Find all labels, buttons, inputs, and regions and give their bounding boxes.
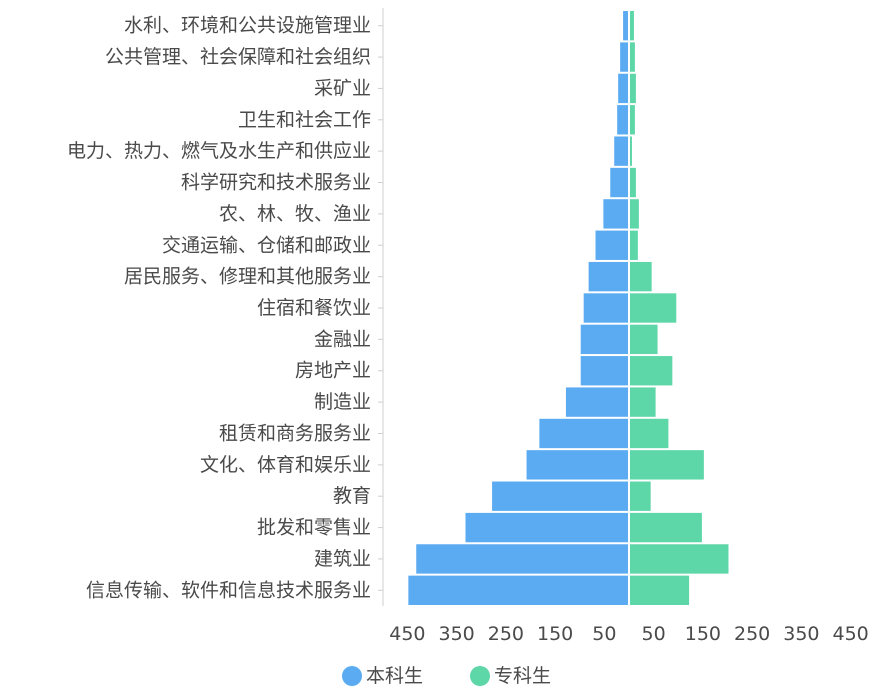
category-label-7: 交通运输、仓储和邮政业 — [162, 234, 371, 256]
bar-benke-18[interactable] — [408, 575, 629, 605]
bar-benke-15[interactable] — [492, 481, 629, 511]
bar-benke-11[interactable] — [580, 356, 629, 386]
bar-benke-8[interactable] — [588, 261, 629, 292]
bar-zhuanke-12[interactable] — [629, 387, 656, 417]
bar-benke-3[interactable] — [617, 105, 629, 135]
legend-marker-icon — [342, 666, 362, 686]
category-label-14: 文化、体育和娱乐业 — [200, 454, 371, 476]
bar-zhuanke-1[interactable] — [629, 42, 635, 72]
x-tick-label-4: 50 — [592, 623, 616, 645]
category-label-18: 信息传输、软件和信息技术服务业 — [86, 579, 371, 601]
bar-zhuanke-6[interactable] — [629, 199, 639, 229]
category-label-13: 租赁和商务服务业 — [219, 422, 371, 444]
bars-layer — [408, 10, 729, 606]
category-labels: 水利、环境和公共设施管理业公共管理、社会保障和社会组织采矿业卫生和社会工作电力、… — [67, 15, 383, 601]
legend-item-1[interactable]: 专科生 — [470, 665, 551, 687]
legend-marker-icon — [470, 666, 490, 686]
category-label-15: 教育 — [333, 485, 371, 507]
x-tick-label-3: 150 — [537, 623, 573, 645]
bar-zhuanke-3[interactable] — [629, 105, 635, 135]
category-label-10: 金融业 — [314, 328, 371, 350]
bar-zhuanke-2[interactable] — [629, 73, 636, 104]
category-label-0: 水利、环境和公共设施管理业 — [124, 15, 371, 37]
category-label-8: 居民服务、修理和其他服务业 — [124, 266, 371, 288]
bar-zhuanke-0[interactable] — [629, 11, 634, 41]
category-label-12: 制造业 — [314, 391, 371, 413]
legend-label: 专科生 — [494, 665, 551, 687]
bar-benke-17[interactable] — [416, 544, 629, 574]
x-tick-label-6: 150 — [685, 623, 721, 645]
bar-zhuanke-17[interactable] — [629, 544, 729, 574]
category-label-11: 房地产业 — [295, 360, 371, 382]
x-tick-label-5: 50 — [642, 623, 666, 645]
bar-benke-9[interactable] — [583, 293, 629, 323]
category-label-4: 电力、热力、燃气及水生产和供应业 — [67, 140, 371, 162]
bar-benke-14[interactable] — [526, 450, 629, 480]
bar-benke-7[interactable] — [595, 230, 629, 260]
bar-zhuanke-11[interactable] — [629, 356, 673, 386]
x-tick-label-2: 250 — [488, 623, 524, 645]
category-label-6: 农、林、牧、渔业 — [219, 203, 371, 225]
bar-zhuanke-5[interactable] — [629, 167, 636, 198]
bar-zhuanke-7[interactable] — [629, 230, 638, 260]
x-tick-label-1: 350 — [438, 623, 474, 645]
x-tick-label-7: 250 — [734, 623, 770, 645]
bar-benke-6[interactable] — [603, 199, 629, 229]
category-label-1: 公共管理、社会保障和社会组织 — [105, 46, 371, 68]
bar-benke-2[interactable] — [618, 73, 629, 104]
category-label-17: 建筑业 — [314, 548, 371, 570]
legend-label: 本科生 — [366, 665, 423, 687]
bar-benke-1[interactable] — [620, 42, 629, 72]
bar-benke-12[interactable] — [565, 387, 629, 417]
bar-zhuanke-18[interactable] — [629, 575, 690, 605]
bar-zhuanke-15[interactable] — [629, 481, 651, 511]
x-tick-label-0: 450 — [389, 623, 425, 645]
x-axis-ticks: 450 350 250 150 50 50 150 250 350 450 — [389, 623, 869, 645]
bar-zhuanke-13[interactable] — [629, 418, 669, 449]
category-label-5: 科学研究和技术服务业 — [181, 172, 371, 194]
bar-benke-5[interactable] — [610, 167, 629, 198]
bar-benke-16[interactable] — [465, 512, 629, 543]
category-label-9: 住宿和餐饮业 — [257, 297, 371, 319]
bar-benke-4[interactable] — [614, 136, 629, 166]
category-label-2: 采矿业 — [314, 77, 371, 99]
bar-benke-10[interactable] — [580, 324, 629, 355]
bar-benke-0[interactable] — [623, 11, 629, 41]
x-tick-label-9: 450 — [832, 623, 868, 645]
bar-zhuanke-8[interactable] — [629, 261, 652, 292]
bar-zhuanke-16[interactable] — [629, 512, 702, 543]
bar-zhuanke-14[interactable] — [629, 450, 704, 480]
legend-item-0[interactable]: 本科生 — [342, 665, 423, 687]
bar-zhuanke-4[interactable] — [629, 136, 632, 166]
x-tick-label-8: 350 — [783, 623, 819, 645]
bar-zhuanke-9[interactable] — [629, 293, 677, 323]
bar-benke-13[interactable] — [539, 418, 629, 449]
bar-zhuanke-10[interactable] — [629, 324, 658, 355]
category-label-3: 卫生和社会工作 — [238, 109, 371, 131]
legend[interactable]: 本科生 专科生 — [342, 665, 551, 687]
category-label-16: 批发和零售业 — [257, 517, 371, 539]
